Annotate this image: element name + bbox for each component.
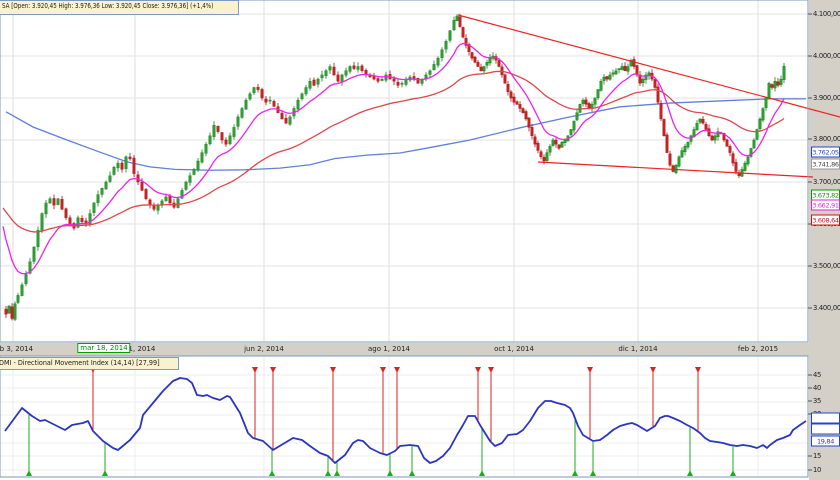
dmi-tick-label: 15 xyxy=(813,452,822,460)
dmi-indicator-label: DMI - Directional Movement Index (14,14)… xyxy=(0,357,179,370)
dmi-axis: 45403530151019,84 xyxy=(809,356,840,478)
ohlc-title-box: SA [Open: 3.920,45 High: 3.976,36 Low: 3… xyxy=(0,0,239,15)
price-value-box: 3.608,64 xyxy=(811,214,840,226)
time-tick-label: ago 1, 2014 xyxy=(368,345,410,353)
main-grid xyxy=(0,0,808,342)
ohlc-title-text: SA [Open: 3.920,45 High: 3.976,36 Low: 3… xyxy=(2,2,214,10)
buy-signal-arrows xyxy=(26,414,736,476)
dmi-pane-border xyxy=(0,355,812,478)
price-tick-label: 3.400,00 xyxy=(813,304,840,312)
time-tick-label: feb 2, 2015 xyxy=(737,345,779,353)
trendline-lower xyxy=(537,161,814,178)
sell-signal-arrows xyxy=(90,367,701,460)
adx-line xyxy=(4,377,807,464)
selected-date-box: mar 18, 2014 xyxy=(77,343,131,353)
axis-strip-bg xyxy=(809,0,840,480)
price-tick-label: 3.500,00 xyxy=(813,262,840,270)
time-tick-label: feb 3, 2014 xyxy=(0,345,34,353)
dmi-tick-label: 45 xyxy=(813,371,822,379)
price-tick-label: 3.700,00 xyxy=(813,178,840,186)
price-tick-label: 4.100,00 xyxy=(813,10,840,18)
main-pane-border xyxy=(0,0,812,343)
trendline-upper xyxy=(457,14,840,118)
ma-long-line xyxy=(5,98,806,171)
price-axis: 4.100,00 4.000,00 3.900,00 3.800,00 3.700,00… xyxy=(809,0,840,343)
dmi-grid xyxy=(0,356,808,477)
price-value-box: 3.762,05 xyxy=(811,146,840,158)
time-tick-label: oct 1, 2014 xyxy=(494,345,534,353)
time-tick-label: abr 1, 2014 xyxy=(114,345,156,353)
ma-slow-line xyxy=(2,70,785,233)
price-value-box: 3.662,91 xyxy=(811,199,840,211)
trendlines xyxy=(457,14,840,178)
ma-fast-line xyxy=(2,42,785,275)
price-tick-label: 3.800,00 xyxy=(813,135,840,143)
dmi-indicator-label-text: DMI - Directional Movement Index (14,14)… xyxy=(0,359,160,367)
dmi-tick-label: 35 xyxy=(813,397,822,405)
date-strip-bg xyxy=(0,343,809,356)
dmi-tick-label: 10 xyxy=(813,466,822,474)
price-tick-label: 3.900,00 xyxy=(813,94,840,102)
dmi-empty-value-box xyxy=(811,412,840,424)
selected-date-label: mar 18, 2014 xyxy=(80,344,128,352)
dmi-adx-value-box: 19,84 xyxy=(811,435,840,447)
time-axis: mar 18, 2014 feb 3, 2014 abr 1, 2014 jun 2… xyxy=(0,343,809,356)
price-value-box: 3.741,86 xyxy=(811,158,840,170)
time-tick-label: jun 2, 2014 xyxy=(244,345,284,353)
time-tick-label: dic 1, 2014 xyxy=(618,345,658,353)
dmi-empty-value-box xyxy=(811,423,840,435)
dmi-tick-label: 40 xyxy=(813,384,822,392)
price-tick-label: 4.000,00 xyxy=(813,52,840,60)
